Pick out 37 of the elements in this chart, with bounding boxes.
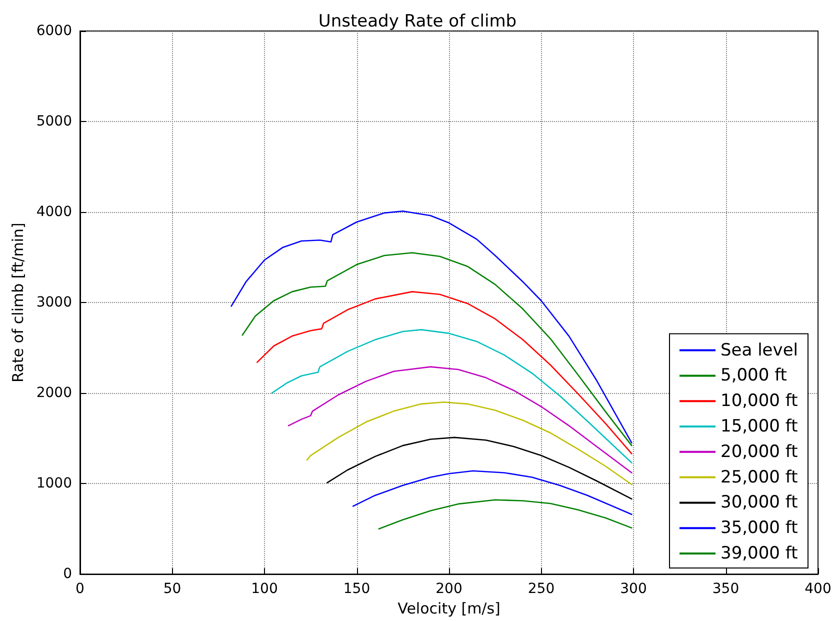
y-tick-label: 2000: [36, 385, 72, 402]
y-tick-label: 6000: [36, 23, 72, 39]
line-series: [288, 366, 632, 474]
line-series: [271, 329, 632, 464]
legend-label: 5,000 ft: [720, 366, 788, 386]
line-series: [242, 252, 632, 446]
line-series: [326, 436, 632, 500]
y-tick-label: 0: [63, 566, 72, 582]
legend-label: 20,000 ft: [720, 442, 798, 462]
line-series: [230, 210, 632, 444]
line-series: [256, 291, 632, 454]
y-tick-label: 1000: [36, 476, 72, 492]
line-series: [378, 499, 632, 530]
x-tick-label: 350: [712, 581, 740, 598]
legend-label: 25,000 ft: [720, 467, 798, 488]
line-series: [352, 470, 632, 516]
legend-label: 30,000 ft: [720, 492, 798, 513]
x-axis-title: Velocity [m/s]: [398, 600, 500, 618]
y-tick-label: 3000: [36, 294, 72, 311]
x-tick-label: 150: [343, 581, 370, 598]
x-tick-label: 200: [436, 581, 462, 598]
x-tick-label: 100: [251, 581, 278, 598]
x-tick-label: 300: [620, 581, 647, 598]
y-tick-label: 5000: [36, 114, 72, 130]
legend-label: 35,000 ft: [720, 518, 798, 538]
x-tick-label: 50: [163, 581, 182, 598]
chart-title: Unsteady Rate of climb: [318, 12, 517, 32]
y-tick-label: 4000: [36, 204, 72, 220]
y-axis-title: Rate of climb [ft/min]: [8, 222, 27, 382]
legend-label: 10,000 ft: [720, 391, 798, 412]
x-tick-label: 0: [76, 581, 84, 598]
x-tick-label: 400: [804, 581, 832, 598]
line-series: [306, 401, 632, 486]
legend-label: 15,000 ft: [720, 416, 798, 436]
x-tick-label: 250: [528, 581, 555, 598]
legend-label: 39,000 ft: [720, 544, 798, 564]
legend-label: Sea level: [720, 340, 798, 360]
